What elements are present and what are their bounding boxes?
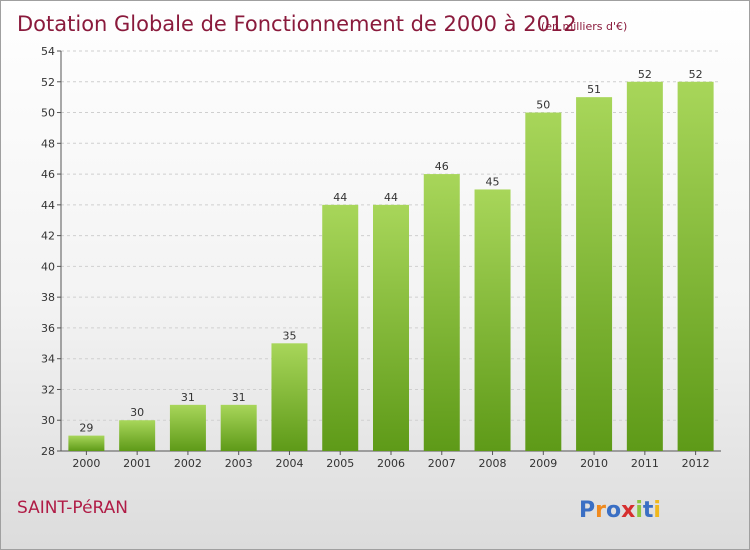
x-tick-label-2001: 2001 bbox=[123, 457, 151, 470]
y-tick-label: 32 bbox=[41, 383, 55, 396]
y-tick-label: 42 bbox=[41, 230, 55, 243]
logo-letter: P bbox=[579, 498, 595, 523]
data-label-2005: 44 bbox=[333, 191, 347, 204]
logo-letter: i bbox=[635, 498, 643, 523]
bar-2011 bbox=[626, 81, 663, 452]
data-label-2003: 31 bbox=[232, 391, 246, 404]
x-tick-label-2008: 2008 bbox=[479, 457, 507, 470]
x-tick-label-2007: 2007 bbox=[428, 457, 456, 470]
x-tick-label-2000: 2000 bbox=[72, 457, 100, 470]
y-tick-label: 38 bbox=[41, 291, 55, 304]
bar-2002 bbox=[169, 404, 206, 451]
bar-2006 bbox=[373, 204, 409, 451]
bar-2007 bbox=[423, 174, 460, 452]
y-tick-label: 28 bbox=[41, 445, 55, 458]
x-tick-label-2009: 2009 bbox=[529, 457, 557, 470]
chart-title: Dotation Globale de Fonctionnement de 20… bbox=[17, 12, 577, 36]
y-tick-label: 30 bbox=[41, 414, 55, 427]
bar-2001 bbox=[119, 420, 156, 451]
bar-2008 bbox=[474, 189, 511, 451]
logo-letter: i bbox=[653, 498, 661, 523]
logo-letter: t bbox=[643, 498, 654, 523]
data-label-2007: 46 bbox=[435, 160, 449, 173]
chart-subtitle: (en milliers d'€) bbox=[541, 20, 627, 33]
x-tick-label-2002: 2002 bbox=[174, 457, 202, 470]
y-tick-label: 36 bbox=[41, 322, 55, 335]
bar-2009 bbox=[525, 112, 562, 452]
bar-2010 bbox=[576, 97, 613, 452]
y-tick-label: 50 bbox=[41, 107, 55, 120]
data-label-2000: 29 bbox=[79, 422, 93, 435]
data-labels: 29 30 31 31 35 44 44 46 45 50 51 52 52 bbox=[79, 68, 702, 435]
y-tick-label: 44 bbox=[41, 199, 55, 212]
x-tick-label-2004: 2004 bbox=[275, 457, 303, 470]
bar-2004 bbox=[271, 343, 308, 451]
bar-2005 bbox=[322, 204, 359, 451]
x-tick-label-2005: 2005 bbox=[326, 457, 354, 470]
bar-2012 bbox=[677, 81, 714, 452]
bars bbox=[68, 81, 714, 452]
data-label-2008: 45 bbox=[486, 175, 500, 188]
data-label-2009: 50 bbox=[536, 99, 550, 112]
x-tick-label-2011: 2011 bbox=[631, 457, 659, 470]
commune-name: SAINT-PéRAN bbox=[17, 498, 128, 518]
data-label-2004: 35 bbox=[282, 329, 296, 342]
y-tick-label: 54 bbox=[41, 45, 55, 58]
data-label-2012: 52 bbox=[689, 68, 703, 81]
logo-letter: r bbox=[595, 498, 606, 523]
y-tick-label: 46 bbox=[41, 168, 55, 181]
x-tick-label-2010: 2010 bbox=[580, 457, 608, 470]
proxiti-logo: Proxiti bbox=[579, 498, 661, 523]
y-tick-label: 34 bbox=[41, 353, 55, 366]
y-tick-label: 48 bbox=[41, 137, 55, 150]
data-label-2011: 52 bbox=[638, 68, 652, 81]
y-tick-label: 52 bbox=[41, 76, 55, 89]
data-label-2010: 51 bbox=[587, 83, 601, 96]
logo-letter: o bbox=[606, 498, 621, 523]
bar-2003 bbox=[220, 404, 257, 451]
data-label-2006: 44 bbox=[384, 191, 398, 204]
data-label-2001: 30 bbox=[130, 406, 144, 419]
bar-2000 bbox=[68, 435, 105, 451]
y-tick-labels: 28 30 32 34 36 38 40 42 44 46 48 50 52 54 bbox=[41, 45, 61, 458]
data-label-2002: 31 bbox=[181, 391, 195, 404]
x-tick-labels: 2000 2001 2002 2003 2004 2005 2006 2007 2008 2009… bbox=[72, 451, 710, 470]
x-tick-label-2012: 2012 bbox=[682, 457, 710, 470]
y-tick-label: 40 bbox=[41, 260, 55, 273]
logo-letter: x bbox=[621, 498, 635, 523]
x-tick-label-2006: 2006 bbox=[377, 457, 405, 470]
x-tick-label-2003: 2003 bbox=[225, 457, 253, 470]
